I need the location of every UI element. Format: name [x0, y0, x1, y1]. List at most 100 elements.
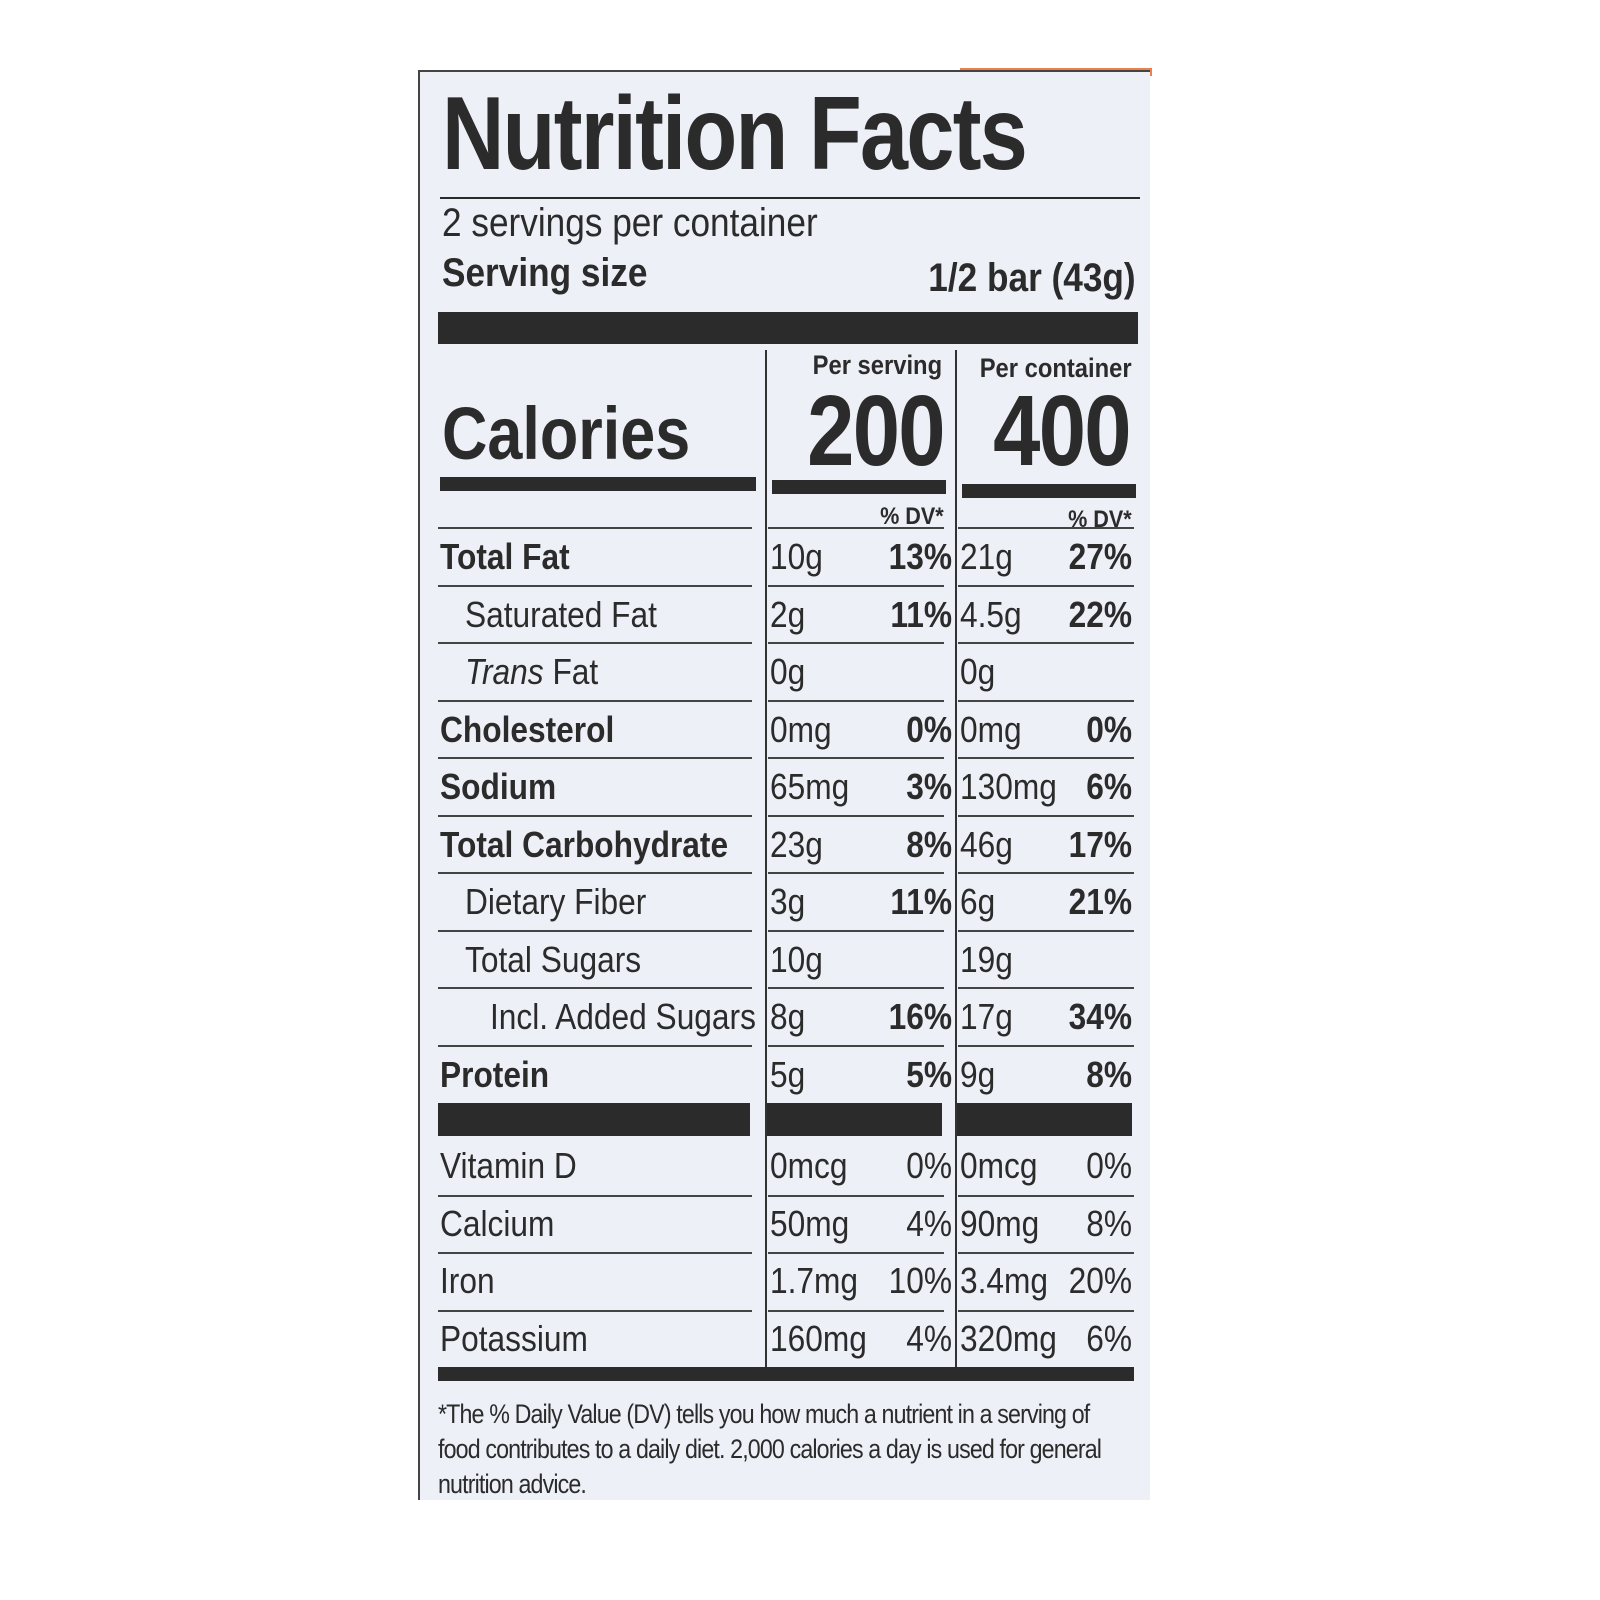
per-serving-dv: 5%: [906, 1053, 952, 1095]
row-divider: [768, 642, 944, 644]
per-container-dv: 22%: [1068, 593, 1132, 635]
nutrient-row: Total Fat 10g 13% 21g 27%: [420, 527, 1152, 586]
calories-label: Calories: [442, 392, 691, 475]
vitamin-row: Potassium 160mg 4% 320mg 6%: [420, 1311, 1152, 1368]
per-serving-amount: 0mg: [770, 708, 832, 750]
nutrient-row: Total Carbohydrate 23g 8% 46g 17%: [420, 814, 1152, 874]
nutrient-name: Total Sugars: [465, 938, 642, 980]
row-divider: [438, 872, 752, 874]
row-divider: [958, 527, 1134, 529]
row-divider: [768, 757, 944, 759]
calories-per-serving: 200: [807, 375, 945, 487]
row-divider: [438, 1044, 752, 1047]
row-divider: [768, 699, 944, 702]
per-container-amount: 320mg: [960, 1317, 1057, 1359]
nutrient-name: Vitamin D: [440, 1145, 577, 1186]
per-serving-amount: 65mg: [770, 766, 850, 807]
per-container-dv: 34%: [1068, 996, 1132, 1037]
nutrient-name: Potassium: [440, 1317, 588, 1359]
label-title: Nutrition Facts: [442, 76, 1028, 192]
per-serving-dv: 13%: [888, 536, 952, 577]
per-serving-amount: 1.7mg: [770, 1260, 859, 1301]
row-divider: [438, 584, 752, 587]
per-container-amount: 0g: [960, 651, 996, 692]
per-container-amount: 21g: [960, 536, 1013, 577]
row-divider: [958, 1194, 1134, 1197]
row-divider: [958, 872, 1134, 874]
per-serving-amount: 50mg: [770, 1202, 850, 1244]
dv-header: % DV*: [880, 503, 944, 530]
column-divider: [765, 350, 767, 1368]
row-divider: [768, 1309, 944, 1312]
nutrient-row: Cholesterol 0mg 0% 0mg 0%: [420, 699, 1152, 759]
row-divider: [438, 987, 752, 989]
thick-divider: [438, 1103, 750, 1136]
nutrient-name: Cholesterol: [440, 708, 615, 750]
nutrient-row: Saturated Fat 2g 11% 4.5g 22%: [420, 584, 1152, 644]
vitamin-row: Calcium 50mg 4% 90mg 8%: [420, 1196, 1152, 1254]
row-divider: [958, 699, 1134, 702]
row-divider: [438, 642, 752, 644]
per-container-dv: 21%: [1068, 881, 1132, 922]
per-serving-dv: 10%: [888, 1260, 952, 1301]
per-container-amount: 0mg: [960, 708, 1022, 750]
serving-size-label: Serving size: [442, 251, 648, 295]
nutrient-name: Protein: [440, 1053, 550, 1095]
row-divider: [768, 814, 944, 817]
vitamin-row: Vitamin D 0mcg 0% 0mcg 0%: [420, 1138, 1152, 1197]
nutrient-name: Calcium: [440, 1202, 555, 1244]
per-container-dv: 8%: [1086, 1053, 1132, 1095]
nutrient-row: Incl. Added Sugars 8g 16% 17g 34%: [420, 987, 1152, 1046]
per-serving-dv: 11%: [890, 881, 952, 922]
per-container-amount: 130mg: [960, 766, 1057, 807]
thick-divider: [438, 312, 1138, 344]
per-serving-amount: 10g: [770, 938, 823, 980]
per-container-dv: 20%: [1068, 1260, 1132, 1301]
per-container-dv: 0%: [1086, 708, 1132, 750]
per-serving-amount: 5g: [770, 1053, 806, 1095]
row-divider: [438, 929, 752, 932]
per-serving-dv: 4%: [906, 1317, 952, 1359]
per-container-header: Per container: [980, 353, 1132, 383]
per-serving-amount: 160mg: [770, 1317, 867, 1359]
per-serving-dv: 3%: [906, 766, 952, 807]
nutrient-row: Total Sugars 10g 19g: [420, 929, 1152, 989]
per-container-dv: 6%: [1086, 1317, 1132, 1359]
row-divider: [438, 814, 752, 817]
vitamin-row: Iron 1.7mg 10% 3.4mg 20%: [420, 1253, 1152, 1312]
nutrient-name: Sodium: [440, 766, 557, 807]
row-divider: [768, 1252, 944, 1254]
nutrient-name: Iron: [440, 1260, 495, 1301]
per-serving-dv: 16%: [888, 996, 952, 1037]
row-divider: [438, 1252, 752, 1254]
per-serving-dv: 0%: [906, 708, 952, 750]
calories-bar: [962, 484, 1136, 498]
nutrient-row: Dietary Fiber 3g 11% 6g 21%: [420, 872, 1152, 931]
row-divider: [958, 1044, 1134, 1047]
row-divider: [958, 929, 1134, 932]
thick-divider: [767, 1103, 942, 1136]
per-serving-amount: 3g: [770, 881, 806, 922]
row-divider: [768, 1044, 944, 1047]
nutrition-facts-label: Nutrition Facts 2 servings per container…: [418, 70, 1150, 1500]
nutrient-name: Saturated Fat: [465, 593, 657, 635]
nutrient-name: Total Fat: [440, 536, 570, 577]
per-serving-dv: 4%: [906, 1202, 952, 1244]
thick-divider: [957, 1103, 1132, 1136]
row-divider: [438, 1309, 752, 1312]
row-divider: [958, 757, 1134, 759]
row-divider: [768, 584, 944, 587]
per-container-amount: 6g: [960, 881, 996, 922]
row-divider: [768, 1194, 944, 1197]
per-serving-amount: 10g: [770, 536, 823, 577]
per-serving-amount: 0mcg: [770, 1145, 848, 1186]
footnote: *The % Daily Value (DV) tells you how mu…: [438, 1399, 1102, 1499]
per-container-amount: 90mg: [960, 1202, 1040, 1244]
per-container-dv: 8%: [1086, 1202, 1132, 1244]
per-container-amount: 4.5g: [960, 593, 1022, 635]
per-container-amount: 19g: [960, 938, 1013, 980]
per-serving-header: Per serving: [812, 350, 942, 380]
row-divider: [768, 987, 944, 989]
per-serving-amount: 23g: [770, 823, 823, 865]
per-serving-dv: 8%: [906, 823, 952, 865]
